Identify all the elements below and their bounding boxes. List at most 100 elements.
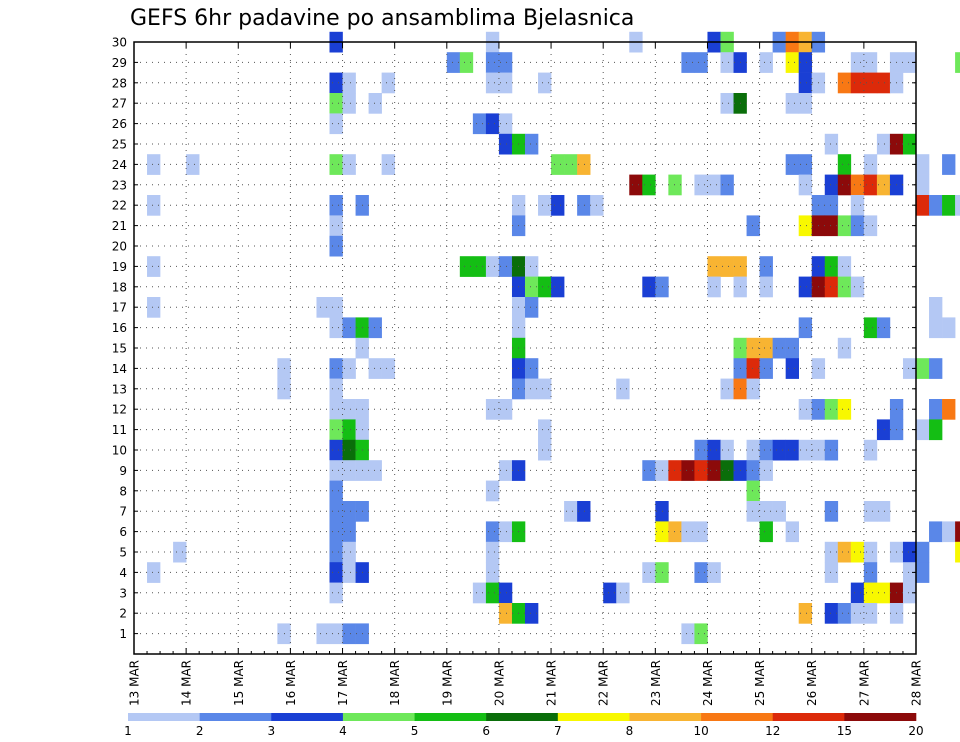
y-axis-ticks: 1234567891011121314151617181920212223242…: [112, 36, 916, 641]
heatmap-cell: [850, 174, 865, 196]
heatmap-cell: [850, 215, 865, 237]
heatmap-cell: [616, 582, 630, 604]
chart-title: GEFS 6hr padavine po ansamblima Bjelasni…: [130, 6, 635, 31]
heatmap-cell: [342, 521, 356, 543]
scale-label: 5: [411, 724, 419, 738]
heatmap-cell: [538, 276, 552, 298]
heatmap-cell: [942, 195, 956, 216]
x-tick-label: 21 MAR: [545, 660, 559, 706]
heatmap-cell: [916, 562, 930, 583]
heatmap-cell: [850, 72, 865, 94]
heatmap-cell: [824, 195, 839, 216]
heatmap-cell: [785, 337, 799, 359]
heatmap-cell: [329, 623, 343, 645]
y-tick-label: 6: [119, 525, 127, 539]
heatmap-cell: [329, 378, 343, 400]
y-tick-label: 23: [112, 178, 127, 192]
heatmap-cell: [785, 154, 799, 175]
heatmap-cell: [720, 256, 734, 277]
x-tick-label: 23 MAR: [649, 660, 663, 706]
heatmap-cell: [329, 317, 343, 339]
heatmap-cell: [798, 215, 813, 237]
heatmap-cell: [368, 460, 382, 481]
heatmap-cell: [668, 521, 682, 543]
y-tick-label: 9: [119, 464, 127, 478]
y-tick-label: 7: [119, 505, 127, 519]
y-tick-label: 5: [119, 546, 127, 560]
heatmap-cell: [850, 276, 865, 298]
heatmap-cell: [381, 358, 395, 379]
heatmap-cell: [459, 52, 474, 73]
heatmap-cell: [863, 582, 878, 604]
heatmap-cell: [746, 439, 760, 461]
heatmap-cell: [459, 256, 474, 277]
scale-swatch: [199, 713, 272, 721]
y-tick-label: 18: [112, 280, 127, 294]
heatmap-cell: [902, 582, 917, 604]
heatmap-cell: [472, 582, 487, 604]
y-tick-label: 28: [112, 76, 127, 90]
heatmap-cell: [316, 297, 330, 318]
scale-label: 1: [124, 724, 132, 738]
scale-swatch: [486, 713, 559, 721]
heatmap-cell: [929, 358, 943, 379]
heatmap-cell: [929, 419, 943, 441]
heatmap-cell: [538, 72, 552, 94]
heatmap-cell: [837, 399, 852, 420]
heatmap-cell: [929, 317, 943, 339]
cells-layer: [147, 31, 960, 645]
heatmap-cell: [798, 276, 813, 298]
heatmap-cell: [772, 337, 786, 359]
color-scale: 1 2 3 4 5 6 7 8 10 12 15 20: [124, 713, 924, 738]
y-tick-label: 30: [112, 36, 127, 50]
heatmap-cell: [642, 276, 656, 298]
scale-label: 4: [339, 724, 347, 738]
heatmap-cell: [329, 215, 343, 237]
heatmap-cell: [577, 195, 591, 216]
heatmap-cell: [485, 399, 500, 420]
heatmap-cell: [759, 52, 773, 73]
heatmap-cell: [485, 113, 500, 135]
heatmap-cell: [329, 439, 343, 461]
heatmap-cell: [863, 215, 878, 237]
heatmap-cell: [824, 256, 839, 277]
heatmap-cell: [381, 154, 395, 175]
heatmap-cell: [942, 154, 956, 175]
heatmap-cell: [342, 623, 356, 645]
heatmap-cell: [707, 562, 721, 583]
y-tick-label: 21: [112, 219, 127, 233]
heatmap-cell: [759, 521, 773, 543]
heatmap-cell: [329, 358, 343, 379]
scale-label: 8: [626, 724, 634, 738]
x-tick-label: 13 MAR: [128, 660, 142, 706]
heatmap-cell: [525, 276, 539, 298]
heatmap-cell: [368, 358, 382, 379]
heatmap-cell: [759, 358, 773, 379]
heatmap-cell: [876, 501, 891, 522]
heatmap-cell: [785, 52, 799, 73]
heatmap-cell: [525, 603, 539, 624]
heatmap-cell: [342, 501, 356, 522]
heatmap-cell: [824, 399, 839, 420]
heatmap-cell: [876, 582, 891, 604]
heatmap-cell: [929, 297, 943, 318]
heatmap-cell: [485, 562, 500, 583]
heatmap-cell: [472, 113, 487, 135]
heatmap-cell: [916, 358, 930, 379]
heatmap-cell: [147, 256, 161, 277]
heatmap-cell: [837, 154, 852, 175]
scale-label: 15: [837, 724, 852, 738]
heatmap-cell: [707, 174, 721, 196]
heatmap-cell: [824, 215, 839, 237]
heatmap-cell: [694, 562, 708, 583]
heatmap-cell: [759, 276, 773, 298]
heatmap-cell: [342, 562, 356, 583]
heatmap-cell: [759, 501, 773, 522]
heatmap-cell: [707, 460, 721, 481]
heatmap-cell: [942, 317, 956, 339]
heatmap-cell: [485, 541, 500, 563]
heatmap-cell: [863, 439, 878, 461]
heatmap-cell: [538, 378, 552, 400]
heatmap-cell: [916, 419, 930, 441]
